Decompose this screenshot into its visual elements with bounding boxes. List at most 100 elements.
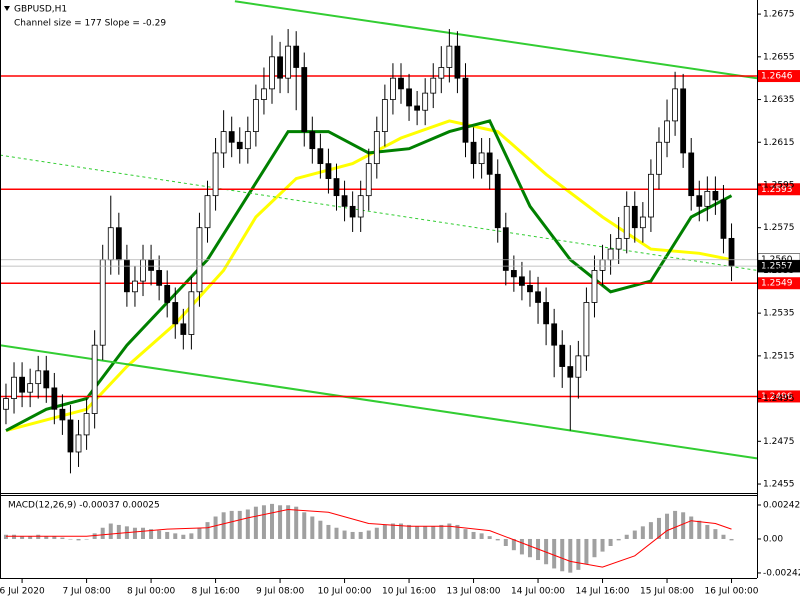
macd-bar — [12, 534, 17, 539]
macd-bar — [294, 506, 299, 539]
symbol-icon — [4, 6, 10, 11]
macd-bar — [447, 523, 452, 539]
macd-bar — [729, 538, 734, 541]
candle-body — [656, 141, 662, 175]
level-tag — [758, 277, 800, 290]
candle-body — [244, 131, 251, 150]
macd-bar — [318, 520, 323, 539]
macd-bar — [278, 505, 283, 539]
candle-body — [51, 387, 58, 410]
macd-bar — [705, 524, 710, 539]
x-tick-label: 10 Jul 00:00 — [318, 587, 372, 597]
macd-bar — [503, 538, 508, 546]
candle-body — [599, 259, 606, 271]
macd-bar — [665, 513, 670, 539]
candle-body — [357, 195, 364, 218]
candle-body — [559, 344, 566, 367]
macd-bar — [495, 538, 500, 541]
macd-bar — [358, 531, 363, 539]
candle-body — [148, 259, 154, 271]
candle-body — [406, 88, 412, 107]
candle-body — [67, 419, 74, 453]
macd-bar — [157, 530, 162, 539]
chart-title: GBPUSD,H1 — [14, 5, 67, 15]
x-tick-label: 8 Jul 00:00 — [127, 587, 176, 597]
candle-body — [398, 77, 404, 90]
macd-bar — [560, 538, 565, 572]
macd-bar — [624, 534, 629, 539]
macd-bar — [407, 524, 412, 539]
candle-body — [236, 141, 243, 150]
y-tick-label: 1.2535 — [763, 309, 795, 319]
macd-bar — [471, 531, 476, 539]
level-tag-label: 1.2593 — [761, 185, 793, 195]
candle-body — [696, 195, 703, 207]
y-tick-label: 1.2615 — [763, 138, 795, 148]
macd-bar — [681, 512, 686, 539]
candle-body — [301, 67, 308, 132]
y-tick-label: 1.2555 — [763, 266, 795, 276]
candle-body — [293, 45, 300, 68]
candle-body — [132, 280, 138, 293]
candle-body — [519, 276, 525, 286]
macd-bar — [390, 523, 395, 539]
macd-bar — [616, 538, 621, 541]
candle-body — [648, 173, 654, 218]
macd-bar — [52, 536, 57, 539]
candle-body — [438, 67, 445, 79]
macd-bar — [149, 529, 154, 539]
candle-body — [75, 434, 82, 453]
candle-body — [180, 323, 187, 335]
y-tick-label: 0.00 — [763, 534, 783, 544]
candle-body — [309, 131, 316, 150]
candle-body — [664, 120, 670, 143]
candle-body — [333, 178, 340, 197]
x-tick-label: 16 Jul 00:00 — [705, 587, 759, 597]
y-tick-label: 1.2455 — [763, 480, 795, 490]
x-tick-label: 9 Jul 08:00 — [256, 587, 305, 597]
candle-body — [446, 45, 453, 68]
macd-bar — [713, 529, 718, 539]
candle-body — [365, 163, 372, 197]
candle-body — [688, 152, 695, 197]
macd-bar — [576, 538, 581, 570]
y-tick-label: 1.2575 — [763, 223, 795, 233]
candle-body — [535, 291, 541, 303]
candle-body — [494, 173, 501, 229]
macd-bar — [656, 517, 661, 539]
macd-bar — [673, 510, 678, 539]
candle-body — [430, 77, 437, 94]
candle-body — [567, 366, 574, 378]
candle-body — [390, 77, 396, 100]
candle-body — [212, 152, 219, 197]
candle-body — [99, 259, 106, 346]
candle-body — [228, 131, 235, 143]
macd-bar — [374, 527, 379, 539]
candle-body — [59, 408, 66, 421]
overlay-line — [234, 0, 758, 80]
y-tick-label: 1.2515 — [763, 351, 795, 361]
chart-subtitle: Channel size = 177 Slope = -0.29 — [14, 19, 166, 29]
main-panel — [0, 0, 758, 474]
candle-body — [164, 284, 171, 303]
macd-bar — [415, 526, 420, 539]
candle-body — [510, 270, 517, 278]
candle-body — [107, 227, 114, 261]
macd-bar — [334, 527, 339, 539]
macd-bar — [648, 522, 653, 539]
macd-bar — [237, 510, 242, 539]
candle-body — [373, 131, 380, 165]
macd-bar — [511, 538, 516, 551]
candle-body — [19, 376, 25, 393]
macd-bar — [302, 512, 307, 539]
axes: 1.26461.25931.25491.24961.25601.25571.26… — [0, 10, 800, 597]
macd-bar — [398, 523, 403, 539]
candle-body — [422, 92, 429, 111]
level-tag — [758, 390, 800, 403]
candle-body — [349, 205, 356, 218]
x-tick-label: 10 Jul 16:00 — [382, 587, 436, 597]
candle-body — [123, 259, 130, 293]
macd-bar — [165, 531, 170, 539]
candle-body — [43, 370, 50, 389]
